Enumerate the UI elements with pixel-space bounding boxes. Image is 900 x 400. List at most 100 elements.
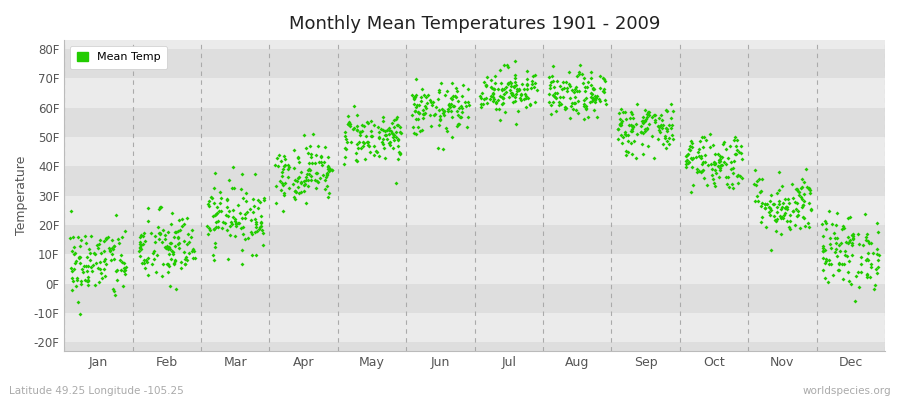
Point — [289, 189, 303, 195]
Point — [184, 248, 199, 254]
Point — [588, 92, 602, 99]
Point — [246, 196, 260, 202]
Point — [231, 220, 246, 227]
Point — [773, 213, 788, 220]
Point — [238, 198, 253, 204]
Point — [135, 260, 149, 266]
Point — [296, 178, 310, 184]
Point — [276, 162, 291, 169]
Point — [238, 236, 252, 242]
Point — [640, 124, 654, 131]
Point — [617, 109, 632, 116]
Point — [424, 99, 438, 106]
Point — [768, 216, 782, 223]
Point — [562, 82, 577, 89]
Point — [474, 95, 489, 101]
Point — [287, 194, 302, 200]
Point — [410, 116, 424, 122]
Point — [562, 81, 576, 87]
Point — [417, 111, 431, 117]
Point — [418, 105, 433, 111]
Point — [298, 180, 312, 187]
Point — [132, 240, 147, 247]
Point — [695, 168, 709, 174]
Point — [109, 268, 123, 274]
Point — [842, 258, 856, 264]
Point — [323, 166, 338, 173]
Point — [163, 282, 177, 289]
Point — [153, 230, 167, 237]
Point — [519, 82, 534, 88]
Point — [78, 277, 93, 283]
Point — [148, 233, 162, 240]
Point — [587, 86, 601, 92]
Point — [310, 179, 325, 186]
Point — [838, 252, 852, 258]
Point — [822, 279, 836, 285]
Point — [308, 177, 322, 183]
Point — [584, 69, 598, 76]
Point — [407, 96, 421, 102]
Point — [475, 101, 490, 107]
Point — [220, 204, 234, 210]
Point — [556, 79, 571, 85]
Point — [706, 142, 721, 148]
Point — [640, 113, 654, 120]
Point — [391, 143, 405, 150]
Point — [74, 280, 88, 287]
Point — [118, 227, 132, 234]
Point — [748, 198, 762, 204]
Point — [634, 118, 649, 125]
Point — [97, 272, 112, 279]
Point — [180, 241, 194, 247]
Point — [499, 89, 513, 96]
Text: Latitude 49.25 Longitude -105.25: Latitude 49.25 Longitude -105.25 — [9, 386, 184, 396]
Point — [168, 256, 183, 263]
Point — [177, 256, 192, 262]
Point — [169, 286, 184, 292]
Point — [614, 132, 628, 138]
Point — [613, 121, 627, 128]
Point — [293, 168, 308, 175]
Point — [797, 191, 812, 198]
Point — [706, 166, 720, 172]
Point — [138, 238, 152, 244]
Point — [442, 101, 456, 107]
Point — [150, 224, 165, 231]
Point — [316, 172, 330, 178]
Point — [222, 177, 237, 183]
Point — [451, 121, 465, 128]
Point — [724, 166, 738, 172]
Point — [65, 268, 79, 274]
Point — [769, 218, 783, 224]
Point — [93, 266, 107, 272]
Point — [566, 106, 580, 112]
Point — [764, 192, 778, 198]
Point — [544, 110, 558, 117]
Point — [584, 94, 598, 101]
Point — [176, 223, 190, 230]
Point — [158, 243, 173, 250]
Point — [498, 86, 512, 92]
Point — [75, 266, 89, 272]
Point — [482, 96, 497, 102]
Bar — [64, 166, 885, 196]
Point — [619, 116, 634, 123]
Point — [499, 83, 513, 90]
Point — [504, 90, 518, 96]
Point — [410, 108, 425, 115]
Point — [446, 103, 460, 109]
Point — [274, 187, 289, 193]
Point — [414, 94, 428, 100]
Point — [563, 114, 578, 121]
Point — [611, 125, 625, 132]
Point — [504, 80, 518, 86]
Point — [115, 234, 130, 240]
Point — [778, 204, 793, 211]
Point — [593, 98, 608, 104]
Point — [251, 204, 266, 211]
Point — [838, 248, 852, 254]
Point — [588, 97, 602, 103]
Point — [801, 186, 815, 192]
Point — [774, 206, 788, 212]
